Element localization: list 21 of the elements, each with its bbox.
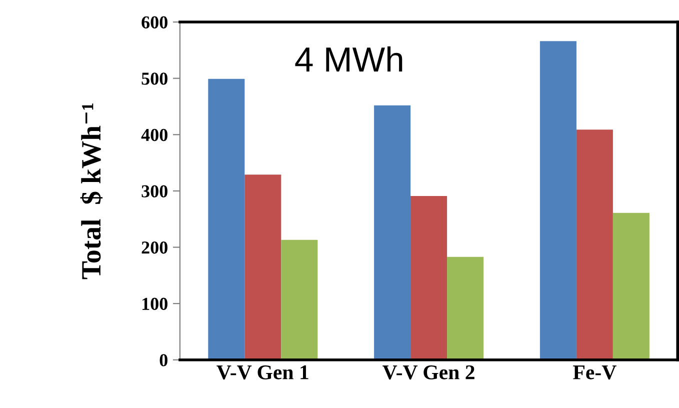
y-axis-title: Total $ kWh⁻¹	[80, 103, 103, 280]
bar	[374, 105, 411, 360]
y-tick-label: 300	[142, 185, 168, 198]
bar	[244, 174, 282, 360]
y-tick-label: 500	[142, 72, 168, 85]
y-tick-label: 200	[142, 242, 168, 254]
y-tick-label: 600	[142, 16, 168, 28]
x-tick-label: V-V Gen 1	[216, 365, 308, 380]
bar	[576, 130, 613, 360]
bar	[208, 78, 245, 360]
annotation: 4 MWh	[295, 46, 402, 72]
bar	[540, 41, 576, 360]
bar	[281, 240, 318, 360]
bar	[447, 256, 484, 360]
x-tick-label: Fe-V	[573, 366, 616, 380]
y-tick-label: 0	[160, 354, 168, 366]
x-tick-label: V-V Gen 2	[382, 365, 474, 380]
bar	[410, 196, 448, 360]
y-tick-label: 400	[141, 128, 168, 142]
y-tick-label: 100	[142, 298, 168, 310]
bar	[612, 212, 650, 360]
